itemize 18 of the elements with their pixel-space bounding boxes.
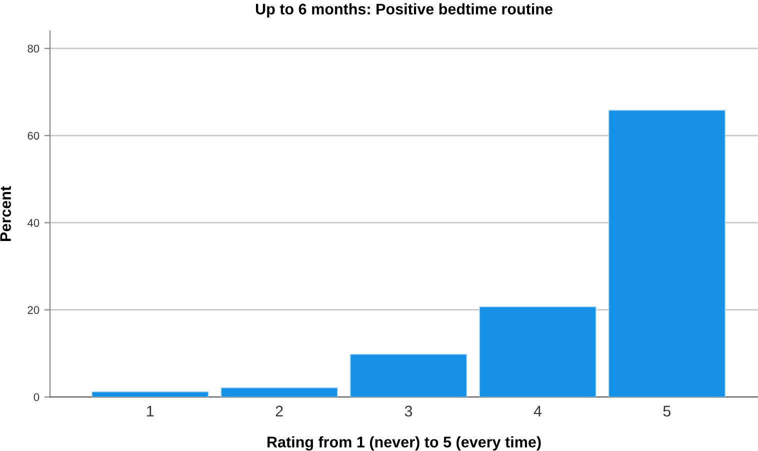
y-tick-label: 80 xyxy=(28,44,40,53)
y-tick-label: 40 xyxy=(27,218,40,227)
x-tick-label: 1 xyxy=(147,406,154,416)
y-axis-title: Percent xyxy=(0,186,11,241)
x-tick-label: 2 xyxy=(276,406,283,416)
chart-title: Up to 6 months: Positive bedtime routine xyxy=(256,3,552,18)
x-axis-title: Rating from 1 (never) to 5 (every time) xyxy=(267,436,541,451)
y-tick-label: 20 xyxy=(28,306,40,314)
x-tick-label: 5 xyxy=(663,406,671,417)
bar xyxy=(479,306,596,397)
x-tick-label: 3 xyxy=(404,406,412,417)
bar xyxy=(92,391,209,397)
bar xyxy=(220,387,338,397)
y-tick-label: 60 xyxy=(28,132,40,140)
bar xyxy=(608,110,726,397)
y-tick-label: 0 xyxy=(34,393,40,402)
bar xyxy=(350,354,468,397)
x-tick-label: 4 xyxy=(534,406,542,416)
